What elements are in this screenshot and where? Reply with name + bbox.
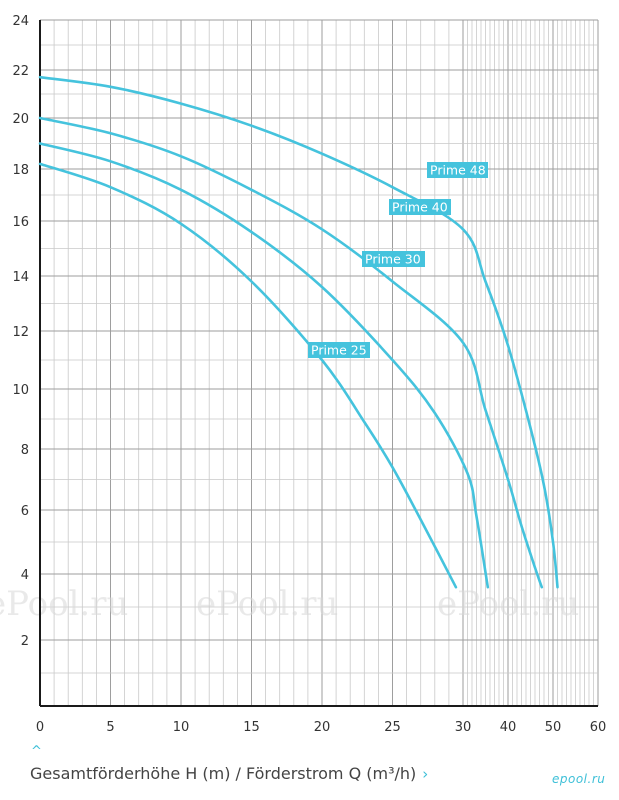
- caption-text: Gesamtförderhöhe H (m) / Förderstrom Q (…: [30, 764, 417, 783]
- y-tick-label: 24: [12, 14, 29, 29]
- logo: epool.ru: [552, 772, 606, 786]
- x-tick-label: 5: [106, 720, 114, 735]
- watermarks: ePool.ru ePool.ru ePool.ru: [0, 584, 579, 624]
- x-tick-label: 0: [36, 720, 44, 735]
- series-label-box: [308, 342, 370, 358]
- series-label: Prime 30: [365, 252, 421, 267]
- y-tick-label: 8: [21, 443, 29, 458]
- series-label-box: [389, 199, 451, 215]
- series-label: Prime 48: [430, 163, 486, 178]
- x-axis-caption: Gesamtförderhöhe H (m) / Förderstrom Q (…: [30, 764, 428, 783]
- y-tick-label: 6: [21, 504, 29, 519]
- curves: [38, 75, 559, 589]
- series-label: Prime 25: [311, 343, 367, 358]
- series-label-box: [362, 251, 425, 267]
- x-tick-label: 10: [173, 720, 190, 735]
- watermark-text: ePool.ru: [0, 584, 128, 624]
- x-tick-label: 20: [314, 720, 331, 735]
- axes: [39, 20, 598, 707]
- y-tick-label: 20: [12, 112, 29, 127]
- y-tick-label: 4: [21, 568, 29, 583]
- y-tick-label: 18: [12, 163, 29, 178]
- chevron-right-icon[interactable]: ›: [422, 765, 429, 783]
- x-tick-label: 50: [545, 720, 562, 735]
- watermark-text: ePool.ru: [437, 584, 579, 624]
- series-labels: Prime 48 Prime 40 Prime 30 Prime 25: [308, 162, 488, 358]
- caret-up-icon[interactable]: ^: [31, 744, 42, 759]
- series-label: Prime 40: [392, 200, 448, 215]
- series-label-box: [427, 162, 488, 178]
- y-tick-label: 2: [21, 634, 29, 649]
- series-curve: [38, 116, 544, 589]
- x-tick-label: 15: [243, 720, 260, 735]
- y-tick-label: 12: [12, 325, 29, 340]
- y-tick-label: 22: [12, 64, 29, 79]
- y-tick-label: 16: [12, 215, 29, 230]
- x-tick-label: 40: [500, 720, 517, 735]
- series-curve: [38, 142, 490, 589]
- series-curve: [38, 75, 559, 589]
- x-tick-label: 60: [590, 720, 607, 735]
- y-tick-label: 14: [12, 270, 29, 285]
- x-tick-label: 25: [384, 720, 401, 735]
- watermark-text: ePool.ru: [196, 584, 338, 624]
- x-tick-label: 30: [455, 720, 472, 735]
- series-curve: [38, 162, 458, 589]
- y-tick-label: 10: [12, 383, 29, 398]
